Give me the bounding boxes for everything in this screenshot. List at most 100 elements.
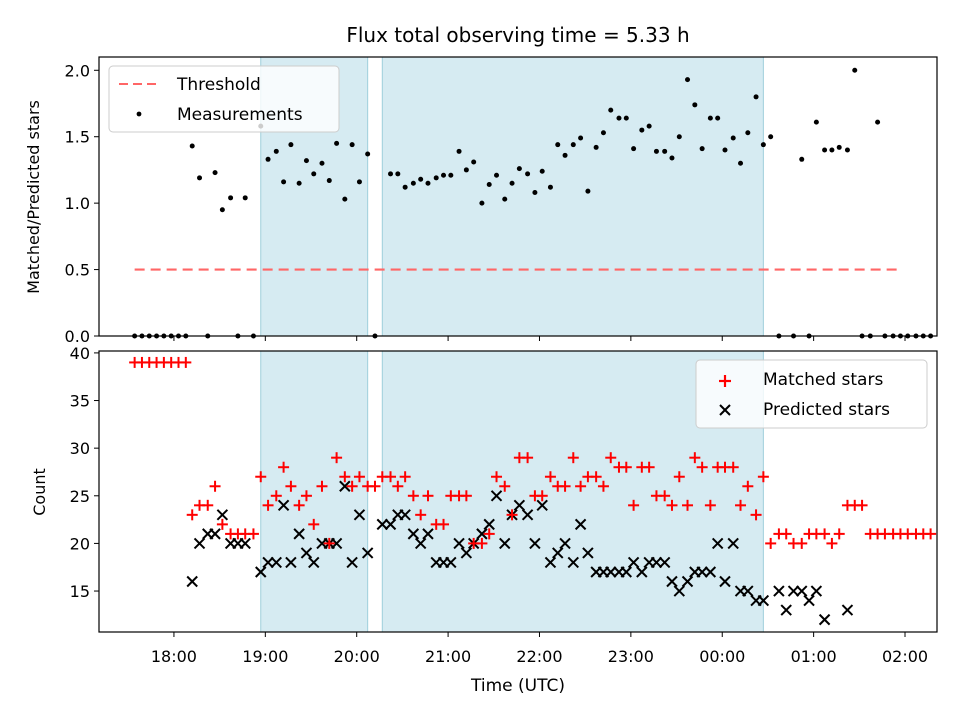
predicted-star-point bbox=[277, 499, 290, 512]
predicted-star-point bbox=[209, 528, 221, 540]
predicted-star-point bbox=[780, 604, 792, 616]
measurement-point bbox=[707, 115, 713, 121]
measurement-point bbox=[578, 135, 584, 141]
matched-star-point bbox=[659, 490, 671, 502]
matched-star-point bbox=[796, 537, 808, 549]
predicted-star-point bbox=[544, 556, 557, 569]
matched-star-point bbox=[826, 537, 838, 549]
measurement-point bbox=[722, 147, 728, 153]
measurement-point bbox=[593, 144, 599, 150]
top-x-axis-ticks bbox=[173, 336, 906, 341]
bottom-y-tick-label: 15 bbox=[70, 582, 90, 601]
matched-star-point bbox=[278, 461, 290, 473]
predicted-star-point bbox=[567, 556, 579, 569]
bottom-shaded-interval-0 bbox=[260, 350, 369, 633]
measurement-point bbox=[356, 179, 362, 185]
x-tick-label: 23:00 bbox=[608, 647, 654, 666]
x-tick-label: 00:00 bbox=[699, 647, 745, 666]
measurement-point bbox=[296, 180, 302, 186]
measurement-point bbox=[532, 190, 538, 196]
predicted-star-point bbox=[605, 566, 617, 578]
predicted-star-point bbox=[681, 575, 694, 588]
matched-star-point bbox=[522, 452, 534, 464]
predicted-star-point bbox=[711, 537, 724, 550]
predicted-star-point bbox=[346, 556, 358, 569]
measurement-point bbox=[738, 160, 744, 166]
measurement-point bbox=[494, 172, 500, 178]
matched-star-point bbox=[620, 461, 632, 473]
predicted-star-point bbox=[186, 575, 198, 588]
matched-star-point bbox=[491, 471, 503, 483]
x-tick-label: 18:00 bbox=[151, 647, 197, 666]
top-legend: Threshold Measurements bbox=[108, 65, 340, 133]
top-y-tick-label: 1.5 bbox=[65, 128, 90, 147]
matched-star-point bbox=[186, 509, 198, 521]
x-tick-label: 19:00 bbox=[242, 647, 288, 666]
predicted-star-point bbox=[727, 537, 739, 550]
matched-star-point bbox=[643, 461, 655, 473]
measurement-point bbox=[395, 171, 401, 177]
measurement-point bbox=[555, 142, 561, 148]
matched-star-point bbox=[750, 509, 762, 521]
top-legend-box bbox=[108, 65, 340, 133]
measurement-point bbox=[753, 94, 759, 100]
bottom-panel-counts: 15 20 25 30 35 40 18:00 19:00 20:00 21:00 22:00 23… bbox=[30, 344, 938, 696]
bottom-y-axis: 15 20 25 30 35 40 bbox=[70, 344, 99, 601]
matched-star-point bbox=[300, 490, 312, 502]
predicted-star-point bbox=[521, 509, 534, 521]
measurement-point bbox=[288, 142, 294, 148]
measurement-point bbox=[425, 180, 431, 186]
matched-star-point bbox=[369, 480, 381, 492]
measurement-point bbox=[829, 147, 835, 153]
predicted-star-point bbox=[270, 556, 282, 569]
predicted-star-point bbox=[787, 585, 800, 597]
top-y-tick-label: 0.0 bbox=[65, 327, 90, 346]
matched-star-point bbox=[856, 499, 868, 511]
measurement-point bbox=[486, 182, 492, 188]
matched-star-point bbox=[780, 528, 792, 540]
matched-star-point bbox=[339, 471, 351, 483]
measurement-point bbox=[388, 171, 394, 177]
measurement-point bbox=[418, 176, 424, 182]
predicted-star-point bbox=[216, 509, 229, 521]
matched-star-point bbox=[262, 499, 274, 511]
measurement-point bbox=[669, 155, 675, 161]
top-shaded-intervals bbox=[260, 56, 764, 337]
measurement-point bbox=[326, 178, 332, 184]
matched-star-point bbox=[353, 471, 365, 483]
measurement-point bbox=[608, 107, 614, 113]
top-y-tick-label: 1.0 bbox=[65, 194, 90, 213]
top-y-tick-label: 0.5 bbox=[65, 261, 90, 280]
matched-star-point bbox=[727, 461, 739, 473]
matched-star-point bbox=[316, 480, 328, 492]
measurement-point bbox=[502, 196, 508, 202]
matched-star-point bbox=[833, 528, 845, 540]
measurement-point bbox=[219, 207, 225, 213]
measurement-point bbox=[402, 184, 408, 190]
measurement-point bbox=[730, 135, 736, 141]
measurement-point bbox=[365, 151, 371, 157]
bottom-y-axis-label: Count bbox=[30, 468, 49, 516]
predicted-star-point bbox=[818, 613, 831, 626]
measurement-point bbox=[509, 180, 515, 186]
bottom-y-tick-label: 30 bbox=[70, 439, 90, 458]
top-y-axis: 0.0 0.5 1.0 1.5 2.0 bbox=[65, 61, 99, 346]
measurement-point bbox=[228, 195, 234, 201]
predicted-legend-swatch bbox=[719, 404, 731, 416]
x-tick-label: 22:00 bbox=[516, 647, 562, 666]
measurement-point bbox=[516, 166, 522, 172]
predicted-star-point bbox=[262, 556, 274, 569]
measurement-point bbox=[479, 200, 485, 206]
measurement-point bbox=[836, 144, 842, 150]
predicted-star-point bbox=[308, 556, 320, 569]
measurement-point bbox=[349, 142, 355, 148]
matched-star-point bbox=[704, 499, 716, 511]
predicted-star-point bbox=[330, 537, 343, 550]
matched-star-point bbox=[308, 518, 320, 530]
bottom-y-tick-label: 40 bbox=[70, 344, 90, 363]
measurement-point bbox=[692, 102, 698, 108]
measurement-point bbox=[631, 146, 637, 152]
predicted-star-point bbox=[536, 499, 548, 512]
matched-star-point bbox=[597, 480, 609, 492]
